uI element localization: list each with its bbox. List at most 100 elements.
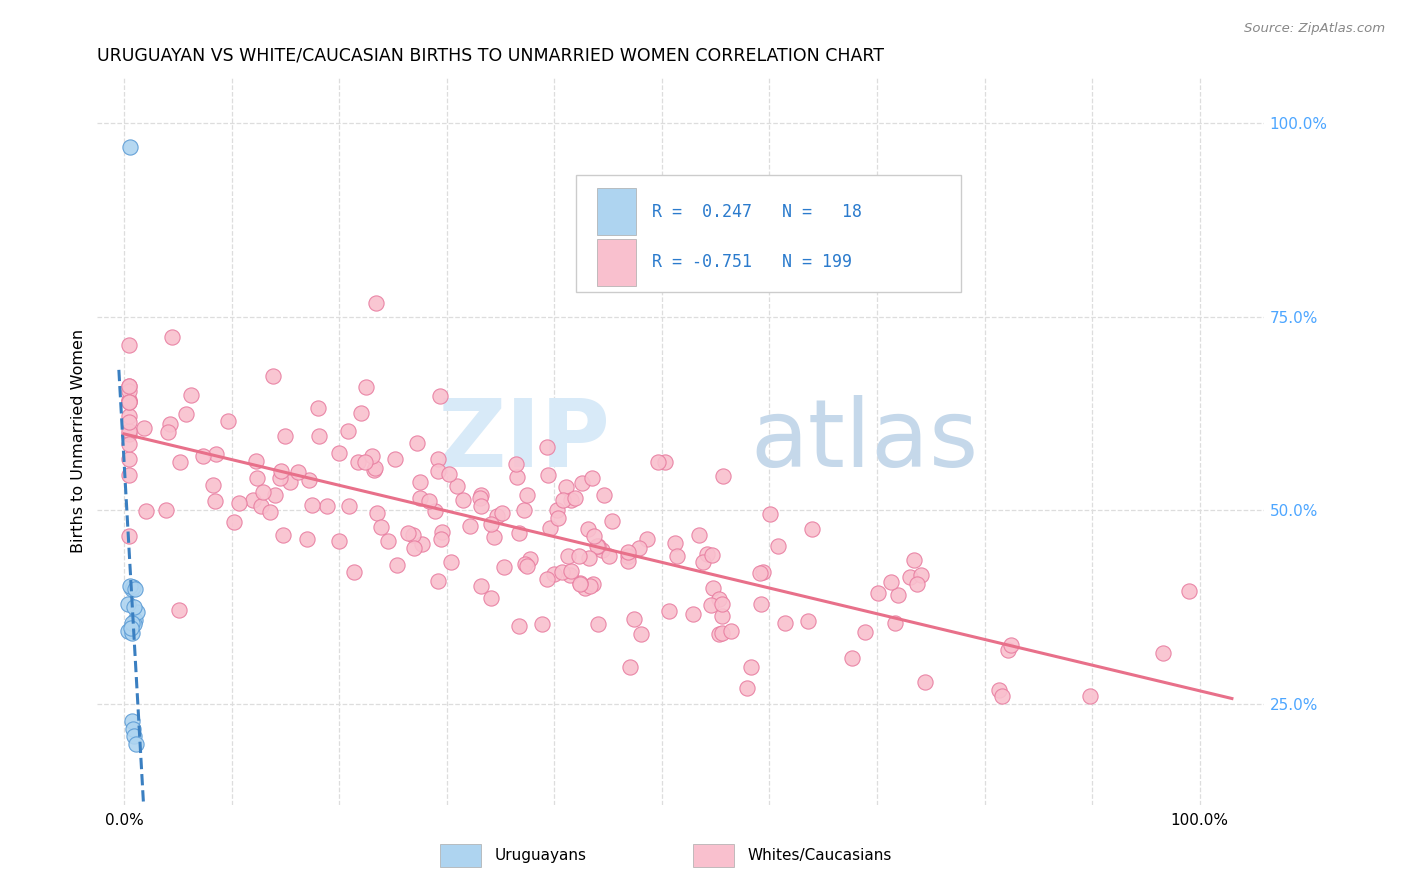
Point — [343, 565, 366, 579]
Point — [578, 550, 600, 565]
Point — [991, 690, 1014, 704]
Text: Uruguayans: Uruguayans — [495, 848, 586, 863]
Point — [841, 650, 863, 665]
Point — [426, 464, 449, 478]
Point — [262, 369, 284, 384]
Point — [252, 484, 274, 499]
Point — [398, 525, 420, 540]
Point — [536, 468, 558, 483]
Point — [692, 556, 714, 570]
Point — [121, 615, 143, 630]
Point — [586, 617, 609, 632]
Point — [364, 460, 387, 475]
Point — [117, 379, 139, 393]
Point — [617, 554, 640, 568]
FancyBboxPatch shape — [596, 239, 637, 285]
Point — [903, 552, 925, 566]
Point — [124, 616, 146, 631]
Point — [446, 479, 468, 493]
Point — [423, 503, 446, 517]
Point — [117, 409, 139, 424]
Point — [748, 566, 770, 580]
Point — [411, 537, 433, 551]
Point — [664, 536, 686, 550]
Point — [122, 599, 145, 614]
Point — [585, 539, 607, 553]
Point — [547, 510, 569, 524]
Point — [120, 621, 142, 635]
Point — [569, 575, 592, 590]
Point — [682, 607, 704, 622]
Point — [429, 389, 451, 403]
Point — [519, 552, 541, 566]
Point — [430, 525, 453, 540]
Point — [117, 384, 139, 398]
Point — [169, 455, 191, 469]
Point — [752, 565, 775, 579]
Point — [506, 469, 529, 483]
Point — [350, 406, 373, 420]
Point — [132, 421, 155, 435]
Point — [560, 564, 582, 578]
Text: ZIP: ZIP — [437, 395, 610, 487]
Point — [259, 505, 281, 519]
Point — [124, 582, 146, 596]
Point — [117, 395, 139, 409]
Point — [217, 414, 239, 428]
Point — [224, 515, 246, 529]
Point — [363, 463, 385, 477]
Point — [551, 565, 574, 579]
Point — [120, 579, 142, 593]
Point — [155, 503, 177, 517]
Point — [406, 436, 429, 450]
Point — [586, 539, 609, 553]
Point — [797, 614, 820, 628]
Point — [494, 560, 516, 574]
Point — [987, 683, 1010, 698]
Point — [630, 627, 652, 641]
Point — [636, 532, 658, 546]
Point — [297, 474, 319, 488]
Point — [720, 624, 742, 638]
Point — [759, 507, 782, 521]
Point — [479, 591, 502, 605]
Point — [578, 579, 600, 593]
Point — [696, 547, 718, 561]
Point — [515, 558, 537, 572]
Point — [914, 675, 936, 690]
Point — [408, 475, 430, 489]
Point — [125, 737, 148, 751]
Point — [354, 379, 377, 393]
Point — [1078, 690, 1101, 704]
Point — [546, 503, 568, 517]
Point — [117, 424, 139, 438]
Text: URUGUAYAN VS WHITE/CAUCASIAN BIRTHS TO UNMARRIED WOMEN CORRELATION CHART: URUGUAYAN VS WHITE/CAUCASIAN BIRTHS TO U… — [97, 46, 884, 64]
Point — [117, 395, 139, 409]
Point — [117, 392, 139, 407]
Point — [347, 455, 370, 469]
Point — [598, 549, 620, 564]
Point — [516, 558, 538, 573]
Point — [117, 379, 139, 393]
Point — [997, 642, 1019, 657]
Text: Whites/Caucasians: Whites/Caucasians — [748, 848, 893, 863]
Point — [576, 523, 599, 537]
Point — [582, 529, 605, 543]
Point — [385, 558, 408, 573]
Point — [360, 450, 382, 464]
Point — [479, 517, 502, 532]
Point — [710, 597, 733, 611]
Point — [121, 722, 143, 736]
Point — [354, 455, 377, 469]
Point — [571, 475, 593, 490]
Text: Source: ZipAtlas.com: Source: ZipAtlas.com — [1244, 22, 1385, 36]
Text: atlas: atlas — [751, 395, 979, 487]
Point — [710, 626, 733, 640]
FancyBboxPatch shape — [575, 175, 960, 292]
Point — [1000, 638, 1022, 652]
Point — [402, 541, 425, 555]
Point — [117, 624, 139, 638]
Point — [370, 519, 392, 533]
Point — [568, 549, 591, 563]
Point — [905, 576, 928, 591]
